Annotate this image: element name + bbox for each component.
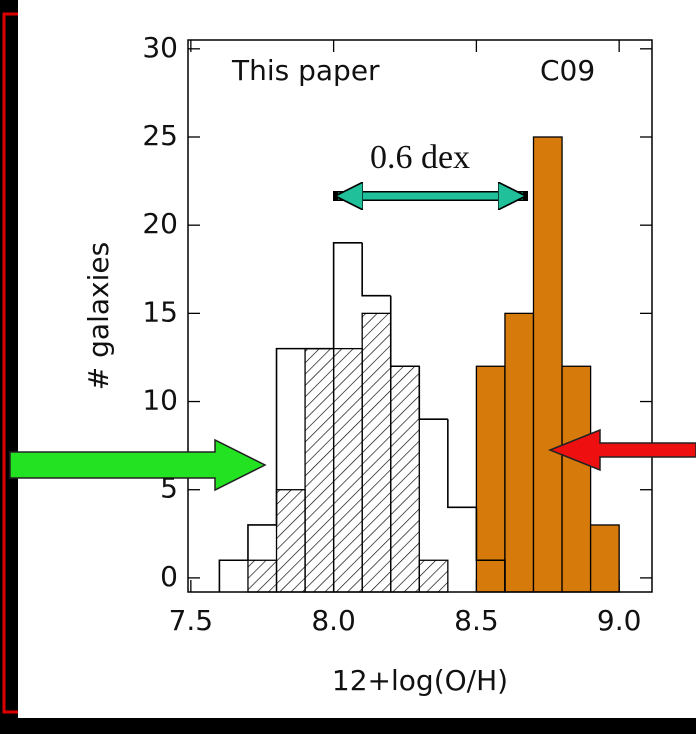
bar (589, 524, 620, 593)
hatched-bar (247, 559, 278, 593)
bar (475, 365, 506, 593)
red-arrow (547, 428, 696, 472)
histogram-step (418, 366, 448, 420)
bar (504, 312, 535, 593)
hatched-bar (332, 347, 363, 593)
hatched-bar (390, 365, 420, 593)
y-tick-label: 0 (160, 560, 178, 593)
plot (218, 136, 620, 593)
green-arrow (9, 438, 267, 492)
x-tick-label: 8.5 (454, 604, 499, 637)
y-tick-label: 15 (142, 295, 178, 328)
y-tick-label: 20 (142, 207, 178, 240)
histogram-step (275, 347, 306, 525)
bar (532, 136, 563, 593)
histogram-step (247, 524, 277, 561)
bar (561, 365, 592, 593)
histogram-step (361, 242, 391, 297)
plot-frame (187, 39, 653, 593)
x-tick-label: 7.5 (169, 604, 214, 637)
hatched-bar (275, 489, 306, 593)
y-tick-label: 30 (142, 31, 178, 64)
legend-label: This paper (231, 54, 380, 87)
hatched-bar (361, 312, 392, 593)
annotation: 0.6 dex (370, 139, 470, 176)
hatched-bar (418, 559, 449, 593)
histogram-step (332, 242, 363, 349)
histogram-step (475, 507, 506, 592)
histogram-step (447, 419, 477, 509)
histogram-step (218, 559, 248, 592)
y-tick-label: 5 (160, 472, 178, 505)
y-tick-label: 25 (142, 119, 178, 152)
x-tick-label: 8.0 (311, 604, 356, 637)
y-tick-label: 10 (142, 384, 178, 417)
x-axis-label: 12+log(O/H) (332, 664, 508, 697)
legend-label: C09 (540, 54, 595, 87)
x-tick-label: 9.0 (597, 604, 642, 637)
histogram-step (389, 295, 420, 368)
y-axis-label: # galaxies (82, 242, 115, 390)
hatched-bar (304, 347, 335, 593)
